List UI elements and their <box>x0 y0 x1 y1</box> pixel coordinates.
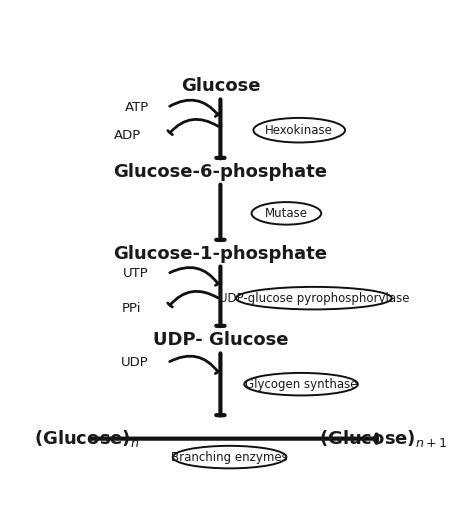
Text: Glucose: Glucose <box>181 77 260 95</box>
Text: UDP- Glucose: UDP- Glucose <box>153 331 288 350</box>
Text: Branching enzymes: Branching enzymes <box>171 451 288 463</box>
Text: Glucose-1-phosphate: Glucose-1-phosphate <box>114 245 327 263</box>
Ellipse shape <box>244 373 358 395</box>
Text: UTP: UTP <box>123 268 149 280</box>
Text: (Glucose)$_{n+1}$: (Glucose)$_{n+1}$ <box>319 428 448 449</box>
Ellipse shape <box>236 287 392 310</box>
Text: Glucose-6-phosphate: Glucose-6-phosphate <box>114 163 327 181</box>
Ellipse shape <box>173 446 287 468</box>
Text: Hexokinase: Hexokinase <box>265 124 333 137</box>
Text: UDP: UDP <box>121 356 149 369</box>
Text: ATP: ATP <box>125 101 149 114</box>
Ellipse shape <box>254 118 345 143</box>
Text: (Glucose)$_n$: (Glucose)$_n$ <box>34 428 140 449</box>
Text: Mutase: Mutase <box>265 207 308 220</box>
Text: PPi: PPi <box>122 302 141 315</box>
Ellipse shape <box>252 202 321 225</box>
Text: Glycogen synthase: Glycogen synthase <box>245 378 357 390</box>
Text: UDP-glucose pyrophosphorylase: UDP-glucose pyrophosphorylase <box>219 292 409 305</box>
Text: ADP: ADP <box>114 129 141 143</box>
